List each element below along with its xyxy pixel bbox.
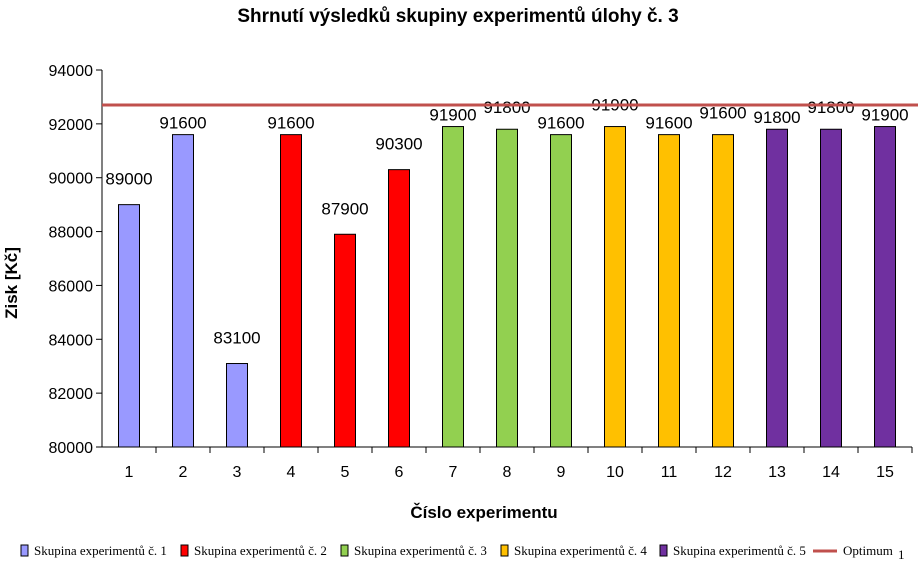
chart-title: Shrnutí výsledků skupiny experimentů úlo… [237,6,678,27]
bar [334,233,356,448]
y-tick-label: 86000 [49,278,94,295]
data-label: 91800 [807,98,854,117]
data-label: 87900 [321,199,368,218]
x-tick-label: 2 [179,464,188,481]
bar [766,128,788,448]
bar [442,126,464,448]
bar [172,134,194,448]
x-tick-label: 8 [503,464,512,481]
legend-label: Skupina experimentů č. 1 [34,543,167,558]
bar [712,134,734,448]
x-tick-label: 10 [606,464,624,481]
x-tick-label: 4 [287,464,296,481]
y-axis-ticks: 80000 82000 84000 86000 88000 90000 92000 94000 [49,63,102,457]
x-tick-label: 1 [125,464,134,481]
bar [388,169,410,448]
x-tick-label: 11 [661,464,678,481]
y-tick-label: 82000 [49,386,94,403]
data-label: 89000 [105,170,152,189]
legend-swatch [659,544,668,557]
data-label: 90300 [375,135,422,154]
bar [226,363,248,448]
x-tick-label: 6 [395,464,404,481]
x-tick-label: 5 [341,464,350,481]
bar [658,134,680,448]
data-label: 91900 [861,106,908,125]
data-label: 91800 [753,108,800,127]
legend-swatch [340,544,349,557]
legend-label: Skupina experimentů č. 4 [514,543,647,558]
y-tick-label: 80000 [49,440,94,457]
bar [604,126,626,448]
x-tick-label: 12 [714,464,732,481]
y-tick-label: 92000 [49,117,94,134]
bar [280,134,302,448]
bar [874,126,896,448]
data-label: 91900 [429,106,476,125]
x-tick-label: 15 [876,464,894,481]
legend-label: Skupina experimentů č. 2 [194,543,327,558]
y-axis-title: Zisk [Kč] [2,247,21,319]
bar [550,134,572,448]
legend-swatch [180,544,189,557]
data-label: 91800 [483,98,530,117]
legend-label: Skupina experimentů č. 3 [354,543,487,558]
data-labels: 89000 91600 83100 91600 87900 90300 91900 91800… [105,96,908,348]
data-label: 91600 [159,114,206,133]
y-tick-label: 94000 [49,63,94,80]
legend-label: Skupina experimentů č. 5 [673,543,806,558]
legend-swatch [500,544,509,557]
legend-label: Optimum [843,543,893,558]
x-tick-label: 3 [233,464,242,481]
x-axis-title: Číslo experimentu [410,503,557,522]
x-tick-label: 14 [822,464,840,481]
x-axis-ticks: 1 2 3 4 5 6 7 8 9 10 11 12 13 14 15 [125,447,913,481]
axes [101,70,912,448]
data-label: 91600 [267,114,314,133]
legend: Skupina experimentů č. 1 Skupina experime… [20,543,905,562]
x-tick-label: 7 [449,464,458,481]
legend-suffix: 1 [898,547,905,562]
data-label: 91600 [537,114,584,133]
data-label: 91600 [699,104,746,123]
bar [118,204,140,448]
data-label: 91600 [645,114,692,133]
y-tick-label: 90000 [49,171,94,188]
legend-swatch [20,544,29,557]
data-label: 83100 [213,329,260,348]
bar [820,128,842,448]
y-tick-label: 84000 [49,332,94,349]
y-tick-label: 88000 [49,225,94,242]
x-tick-label: 13 [768,464,786,481]
bar [496,128,518,448]
bars [118,126,896,448]
x-tick-label: 9 [557,464,566,481]
